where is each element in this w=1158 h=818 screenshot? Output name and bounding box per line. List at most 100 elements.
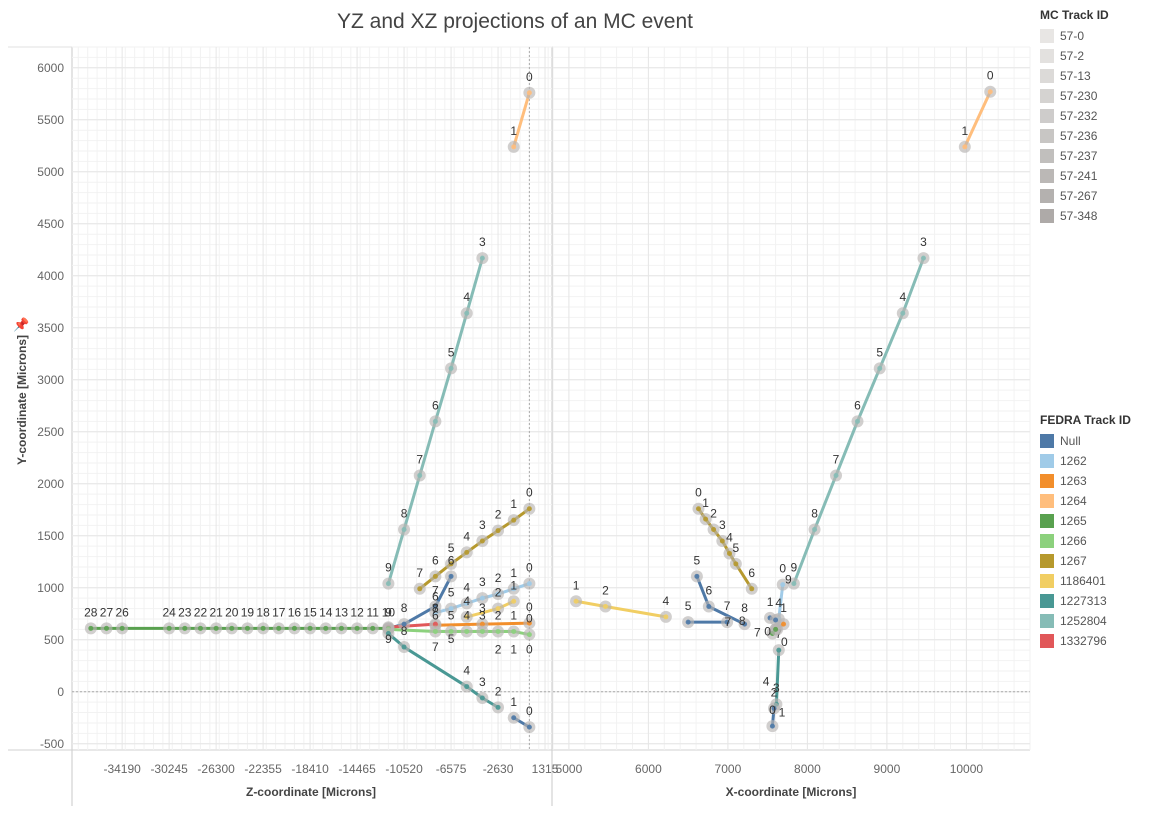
legend-fedra-item[interactable]: 1252804 [1040,611,1131,631]
point-label: 7 [754,626,761,640]
data-point-core [695,506,701,512]
point-label: 2 [495,571,502,585]
data-point-core [719,538,725,544]
legend-fedra-item[interactable]: 1267 [1040,551,1131,571]
legend-fedra-item[interactable]: 1332796 [1040,631,1131,651]
point-label: 3 [479,235,486,249]
data-point-core [511,517,517,523]
legend-swatch [1040,434,1054,448]
data-point-core [479,255,485,261]
data-point-core [780,582,786,588]
point-label: 4 [463,664,470,678]
point-label: 5 [448,541,455,555]
point-label: 5 [733,541,740,555]
point-label: 2 [495,586,502,600]
legend-mc-item[interactable]: 57-232 [1040,106,1109,126]
point-label: 28 [84,605,98,619]
legend-fedra-item[interactable]: 1264 [1040,491,1131,511]
point-label: 6 [448,553,455,567]
point-label: 7 [432,583,439,597]
point-label: 1 [961,124,968,138]
legend-fedra-item[interactable]: 1265 [1040,511,1131,531]
data-point-core [511,628,517,634]
legend-mc-item[interactable]: 57-0 [1040,26,1109,46]
point-label: 27 [100,605,114,619]
data-point-core [432,621,438,627]
point-label: 4 [775,596,782,610]
data-point-core [791,581,797,587]
data-point-core [694,573,700,579]
point-label: 4 [663,594,670,608]
data-point-core [920,255,926,261]
data-point-core [119,625,125,631]
pin-icon[interactable]: 📌 [13,317,30,332]
point-label: 0 [779,562,786,576]
legend-mc-item[interactable]: 57-241 [1040,166,1109,186]
point-label: 15 [303,605,317,619]
data-point-core [260,625,266,631]
point-label: 4 [463,594,470,608]
legend-mc-item[interactable]: 57-237 [1040,146,1109,166]
legend-mc-item[interactable]: 57-236 [1040,126,1109,146]
point-label: 1 [510,608,517,622]
data-point-core [103,625,109,631]
point-label: 2 [771,685,778,699]
data-point-core [771,705,777,711]
legend-fedra-item[interactable]: 1266 [1040,531,1131,551]
legend-fedra-item[interactable]: 1227313 [1040,591,1131,611]
data-point-core [854,418,860,424]
legend-label: 57-241 [1060,169,1098,183]
legend-swatch [1040,554,1054,568]
data-point-core [706,603,712,609]
data-point-core [749,586,755,592]
point-label: 8 [741,601,748,615]
legend-label: 1264 [1060,494,1087,508]
series-line [386,622,437,629]
legend-mc-item[interactable]: 57-267 [1040,186,1109,206]
data-point-core [385,581,391,587]
data-point-core [432,418,438,424]
y-tick-label: 500 [44,633,64,647]
data-point-core [432,603,438,609]
legend-label: Null [1060,434,1081,448]
legend-swatch [1040,594,1054,608]
point-label: 26 [115,605,129,619]
data-point-core [526,90,532,96]
data-point-core [464,310,470,316]
legend-label: 57-0 [1060,29,1085,43]
legend-label: 57-237 [1060,149,1098,163]
x-tick-label: 5000 [556,762,583,776]
legend-fedra-item[interactable]: 1262 [1040,451,1131,471]
point-label: 4 [726,530,733,544]
legend-mc-item[interactable]: 57-348 [1040,206,1109,226]
point-label: 21 [209,605,223,619]
point-label: 6 [854,398,861,412]
data-point-core [448,573,454,579]
x-tick-label: -22355 [244,762,282,776]
data-point-core [685,619,691,625]
point-label: 0 [526,70,533,84]
data-point-core [511,715,517,721]
point-label: 23 [178,605,192,619]
data-point-core [229,625,235,631]
point-label: 13 [335,605,349,619]
legend-mc-title: MC Track ID [1040,8,1109,22]
legend-fedra-item[interactable]: 1186401 [1040,571,1131,591]
data-point-core [166,625,172,631]
point-label: 3 [920,235,927,249]
legend-label: 1227313 [1060,594,1107,608]
legend-fedra-item[interactable]: Null [1040,431,1131,451]
data-point-core [769,723,775,729]
legend-mc-item[interactable]: 57-13 [1040,66,1109,86]
point-label: 10 [382,605,396,619]
legend-label: 57-348 [1060,209,1098,223]
legend-mc-item[interactable]: 57-230 [1040,86,1109,106]
point-label: 5 [448,608,455,622]
legend-fedra-item[interactable]: 1263 [1040,471,1131,491]
x-tick-label: 6000 [635,762,662,776]
point-label: 3 [479,518,486,532]
legend-mc-item[interactable]: 57-2 [1040,46,1109,66]
point-label: 0 [526,612,533,626]
point-label: 8 [401,507,408,521]
point-label: 2 [710,507,717,521]
